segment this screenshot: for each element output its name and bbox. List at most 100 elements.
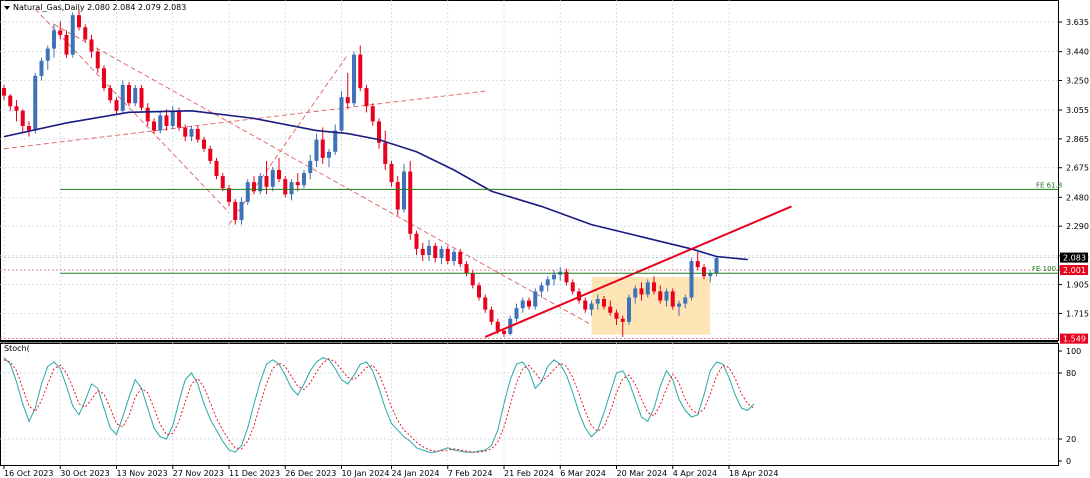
candle-bull [589,303,594,310]
candle-bear [295,182,300,186]
candle-bear [670,291,675,307]
candle-bull [402,171,406,210]
candle-bear [108,88,113,101]
candle-bear [127,85,131,104]
candle-bear [2,88,6,96]
candle-bear [95,51,100,69]
price-tick-label: 2.865 [1066,135,1089,144]
candle-bear [377,121,381,143]
dashed-trendline [53,23,592,326]
candle-bear [389,163,394,183]
candle-bear [283,179,288,195]
candle-bull [439,248,444,259]
candle-bear [114,100,119,111]
date-tick-label: 20 Mar 2024 [617,469,668,478]
candle-bull [52,30,56,49]
date-tick-label: 11 Dec 2023 [229,469,280,478]
candle-bull [645,282,650,295]
candle-bear [583,300,588,310]
price-grid [0,0,1058,340]
candle-bull [33,75,38,131]
candle-bull [595,299,600,304]
candle-bear [358,54,363,89]
candle-bear [458,251,463,265]
chart-header: Natural_Gas,Daily 2.080 2.084 2.079 2.08… [4,3,186,12]
candle-bear [8,95,13,107]
current-price-tag-bg [1060,252,1088,263]
candle-bull [708,273,713,277]
stoch-tick-label: 0 [1066,457,1071,466]
candle-bear [252,182,256,192]
candle-bear [527,300,531,307]
candle-bull [714,258,719,274]
date-tick-label: 7 Feb 2024 [448,469,493,478]
candle-bear [345,97,350,104]
price-tick-label: 3.440 [1066,48,1089,57]
candle-bear [183,127,188,137]
dashed-trendline [3,90,486,150]
candle-bear [145,107,150,122]
price-tick-label: 3.055 [1066,106,1089,115]
candle-bull [314,139,319,161]
date-tick-label: 24 Jan 2024 [392,469,440,478]
stoch-layer [3,357,755,453]
candle-bull [627,297,631,322]
candle-bull [189,129,194,137]
date-tick-label: 10 Jan 2024 [342,469,390,478]
candle-bull [633,288,638,298]
level-tag-1549: 1.549 [1063,335,1086,344]
level-tag-1549-bg [1060,333,1088,344]
candle-bull [514,308,519,319]
indicator-title: Stoch( [4,344,30,353]
stoch-signal-line [3,358,755,453]
date-tick-label: 26 Dec 2023 [285,469,336,478]
candle-bull [70,15,75,55]
candle-bear [489,309,494,322]
date-tick-label: 30 Oct 2023 [60,469,109,478]
candle-bear [420,248,425,255]
candle-bull [533,291,538,307]
candle-bear [89,39,94,52]
candle-bear [83,27,88,40]
dropdown-triangle-icon[interactable] [4,6,10,10]
date-tick-label: 6 Mar 2024 [560,469,606,478]
candle-bear [464,264,469,274]
stoch-tick-label: 20 [1066,435,1076,444]
candle-bear [602,299,606,307]
candle-bear [20,110,25,126]
candle-bear [652,282,656,292]
candle-bull [545,279,550,286]
candle-bear [658,291,663,301]
candle-bull [327,151,331,158]
candle-bear [702,267,706,277]
candle-bear [414,233,419,249]
candle-bear [620,318,625,322]
analysis-overlays-back [0,8,1058,340]
candle-bear [102,68,106,89]
stoch-axis: 100 80 20 0 [1058,347,1081,466]
candle-bear [177,110,181,128]
price-tick-label: 1.905 [1066,281,1089,290]
candle-bear [495,321,500,331]
level-tag-2001: 2.001 [1063,266,1086,275]
candle-bear [202,139,206,149]
candle-bear [570,282,575,292]
stoch-main-line [3,357,755,453]
date-tick-label: 27 Nov 2023 [173,469,224,478]
candle-bull [520,300,525,309]
candle-bear [77,15,81,28]
price-axis: 3.635 3.440 3.250 3.055 2.865 2.675 2.480 2.290… [1058,18,1089,344]
candle-bull [120,85,125,111]
support-trendline [484,205,792,338]
candle-bear [608,306,613,313]
candle-bear [477,285,481,298]
candle-bull [664,291,669,301]
moving-average-layer [3,110,748,261]
moving-average-line [3,110,748,261]
price-tick-label: 2.675 [1066,164,1089,173]
chart-title: Natural_Gas,Daily 2.080 2.084 2.079 2.08… [13,3,186,12]
fib-label-61-8: FE 61.8 [1036,181,1062,189]
date-tick-label: 21 Feb 2024 [504,469,554,478]
